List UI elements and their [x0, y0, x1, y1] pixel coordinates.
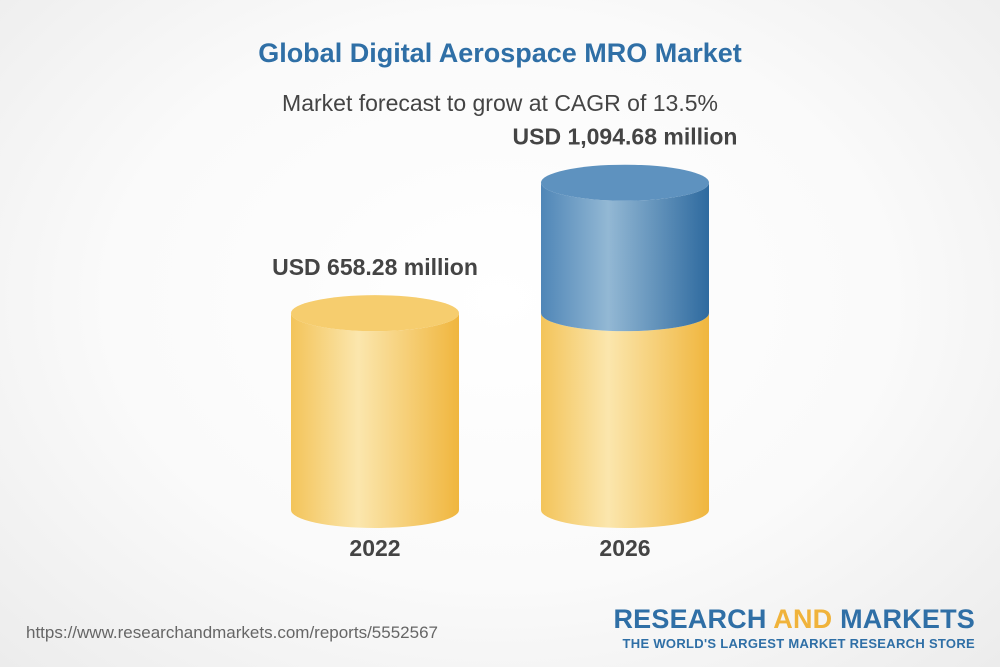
brand-name-part: RESEARCH: [613, 604, 774, 634]
bar-value-label: USD 1,094.68 million: [513, 124, 738, 150]
bar-top-cap: [541, 164, 709, 201]
bar-base-segment: [291, 313, 459, 528]
bar-value-label: USD 658.28 million: [272, 254, 478, 280]
source-url: https://www.researchandmarkets.com/repor…: [26, 623, 438, 642]
brand-tagline: THE WORLD'S LARGEST MARKET RESEARCH STOR…: [622, 636, 975, 651]
chart-title: Global Digital Aerospace MRO Market: [258, 38, 742, 68]
brand-name-part: MARKETS: [832, 604, 975, 634]
chart-subtitle: Market forecast to grow at CAGR of 13.5%: [282, 90, 718, 116]
bar-base-segment: [541, 313, 709, 528]
brand-name: RESEARCH AND MARKETS: [613, 604, 975, 634]
category-label: 2026: [599, 535, 650, 561]
brand-name-accent: AND: [773, 604, 833, 634]
bar-growth-segment: [541, 182, 709, 332]
brand-logo: RESEARCH AND MARKETS THE WORLD'S LARGEST…: [613, 604, 975, 651]
category-label: 2022: [349, 535, 400, 561]
bar-top-cap: [291, 295, 459, 332]
